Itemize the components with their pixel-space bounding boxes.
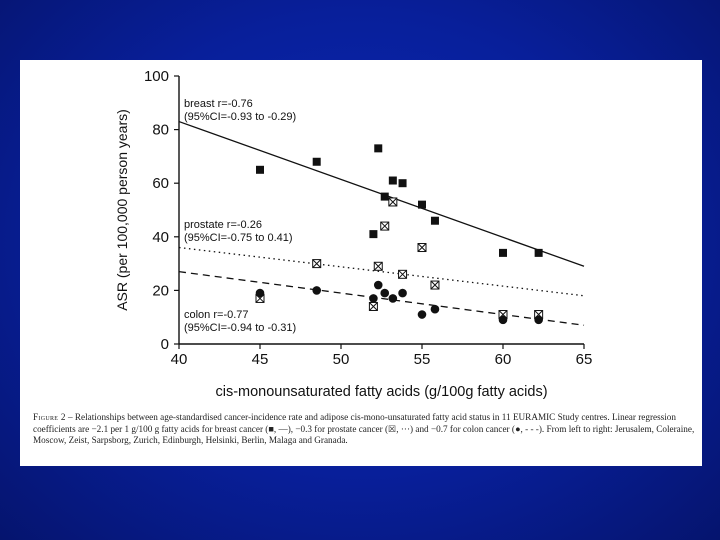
y-axis-label: ASR (per 100,000 person years) [114, 109, 130, 311]
marker-cross [398, 269, 407, 279]
y-tick-label: 0 [161, 336, 169, 353]
marker-cross [417, 243, 427, 252]
caption-lead: Figure 2 [33, 412, 66, 422]
breast-point [430, 216, 439, 225]
breast-annotation-line: breast r=-0.76 [184, 98, 253, 110]
y-tick-label: 80 [152, 122, 169, 139]
scatter-chart: 40 45 50 55 60 65 0 20 40 60 80 100 cis-monounsatura… [114, 68, 593, 400]
figure-caption: Figure 2 – Relationships between age-sta… [33, 412, 695, 447]
prostate-point [398, 269, 408, 279]
prostate-point [388, 197, 398, 207]
colon-annotation-line: colon r=-0.77 [184, 309, 249, 321]
colon-point [417, 310, 427, 319]
colon-point [373, 280, 383, 290]
marker-cross [430, 280, 440, 290]
y-tick-label: 40 [152, 229, 169, 246]
breast-point [398, 179, 407, 188]
x-tick-label: 40 [171, 351, 188, 368]
x-tick-label: 45 [252, 351, 269, 368]
breast-point [534, 248, 543, 257]
caption-text: – Relationships between age-standardised… [33, 412, 695, 446]
prostate-regression-line [178, 246, 585, 297]
breast-point [312, 157, 321, 166]
prostate-point [380, 221, 390, 231]
x-tick-label: 65 [576, 351, 593, 368]
x-axis-label: cis-monounsaturated fatty acids (g/100g … [215, 384, 547, 400]
breast-point [256, 165, 264, 174]
breast-point [418, 200, 426, 209]
prostate-annotation-line: (95%CI=-0.75 to 0.41) [184, 232, 293, 244]
breast-point [388, 176, 397, 185]
x-tick-label: 55 [414, 351, 431, 368]
colon-point [398, 288, 407, 298]
colon-point [255, 288, 265, 298]
x-tick-label: 60 [495, 351, 512, 368]
breast-point [380, 192, 389, 201]
y-tick-label: 100 [144, 68, 169, 85]
figure-panel: 40 45 50 55 60 65 0 20 40 60 80 100 cis-monounsatura… [20, 60, 702, 466]
prostate-annotation-line: prostate r=-0.26 [184, 219, 262, 231]
breast-point [499, 248, 507, 257]
colon-point [312, 286, 322, 295]
marker-cross [388, 197, 398, 207]
colon-point [380, 288, 390, 298]
colon-point [388, 294, 398, 303]
prostate-point [312, 259, 322, 269]
prostate-point [417, 243, 427, 253]
marker-cross [380, 221, 390, 231]
colon-point [369, 294, 378, 303]
x-tick-label: 50 [333, 351, 350, 368]
prostate-point [373, 261, 383, 271]
marker-cross [312, 259, 322, 268]
breast-point [369, 230, 378, 239]
colon-point [498, 315, 508, 325]
y-tick-label: 20 [152, 282, 169, 299]
prostate-point [368, 301, 378, 311]
colon-point [534, 315, 543, 325]
marker-cross [373, 261, 383, 271]
marker-cross [369, 302, 378, 311]
colon-point [430, 304, 440, 314]
breast-annotation-line: (95%CI=-0.93 to -0.29) [184, 111, 296, 123]
colon-annotation-line: (95%CI=-0.94 to -0.31) [184, 322, 296, 334]
y-tick-label: 60 [152, 175, 169, 192]
breast-point [374, 144, 383, 153]
colon-regression-line [178, 270, 585, 326]
prostate-point [430, 280, 440, 290]
